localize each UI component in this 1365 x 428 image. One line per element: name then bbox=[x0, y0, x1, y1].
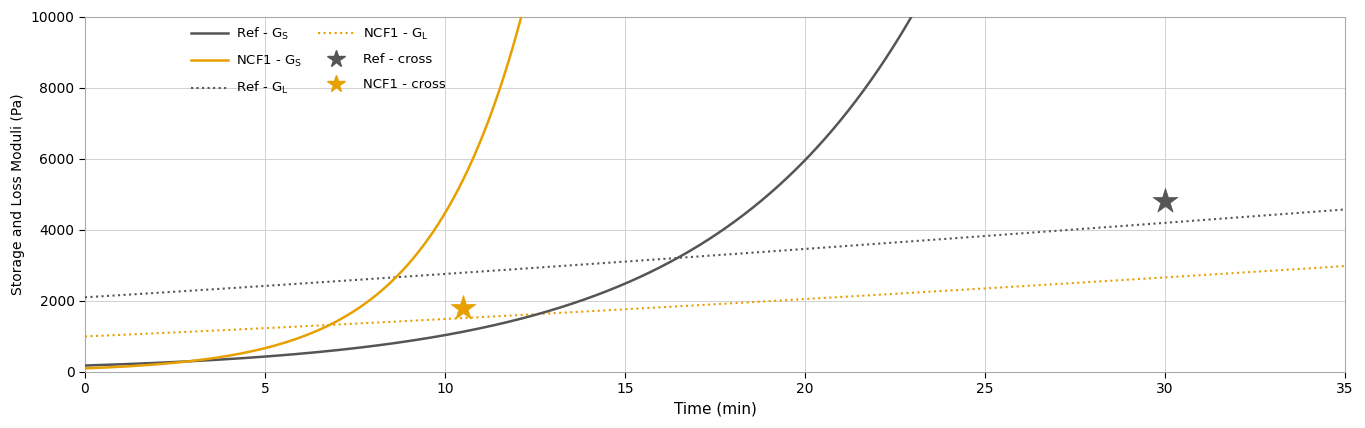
Point bbox=[452, 305, 474, 312]
Legend: Ref - G$_\mathregular{S}$, NCF1 - G$_\mathregular{S}$, Ref - G$_\mathregular{L}$: Ref - G$_\mathregular{S}$, NCF1 - G$_\ma… bbox=[186, 20, 450, 102]
Point bbox=[1155, 198, 1177, 205]
Y-axis label: Storage and Loss Moduli (Pa): Storage and Loss Moduli (Pa) bbox=[11, 93, 25, 295]
X-axis label: Time (min): Time (min) bbox=[673, 402, 756, 417]
